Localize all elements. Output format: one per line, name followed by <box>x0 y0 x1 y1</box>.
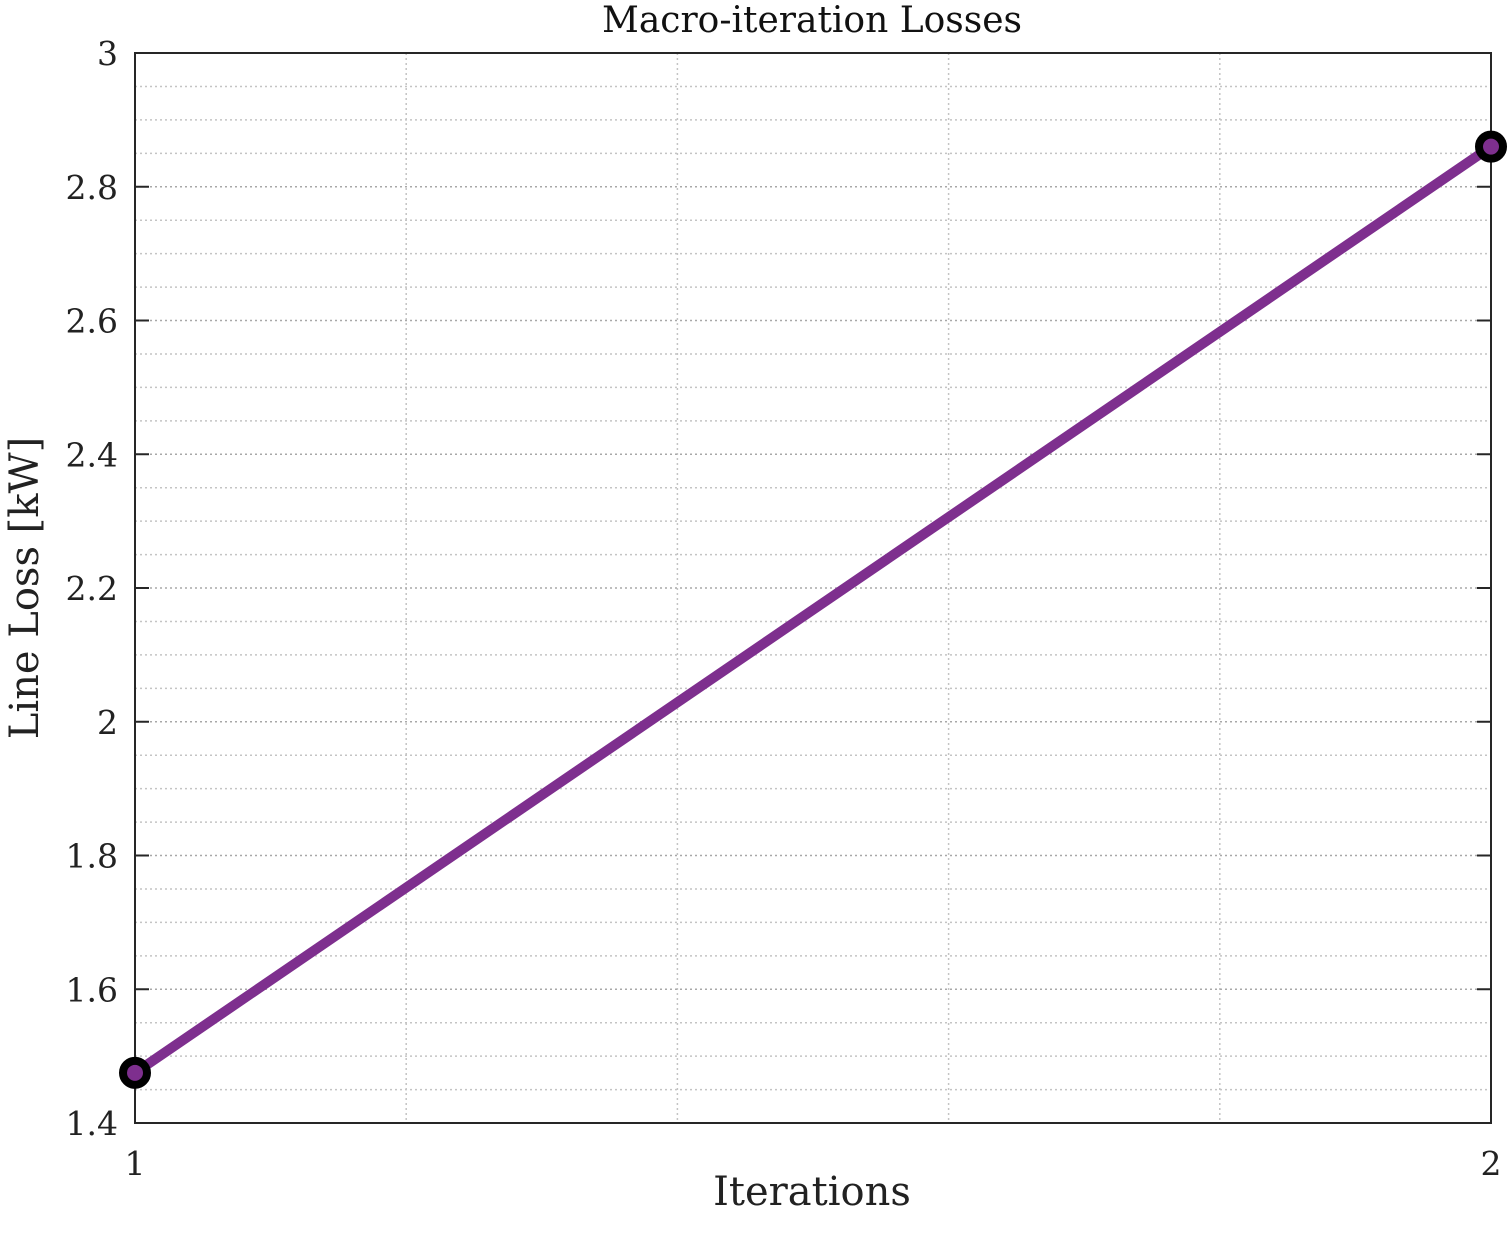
data-point-marker <box>119 1056 151 1089</box>
plot-frame <box>134 52 1492 1124</box>
data-point-marker <box>1475 130 1507 163</box>
y-tick-label: 2.4 <box>66 435 118 474</box>
y-tick-label: 2.2 <box>66 569 118 608</box>
y-tick-label: 2 <box>97 703 118 742</box>
grid <box>135 53 1491 1123</box>
y-tick-label: 2.6 <box>66 302 118 341</box>
chart-title: Macro-iteration Losses <box>602 0 1022 41</box>
y-tick-label: 1.6 <box>66 970 118 1009</box>
y-tick-label: 3 <box>97 34 118 73</box>
y-tick-label: 1.4 <box>66 1104 118 1143</box>
axis-ticks: 1.4 1.6 1.8 2 2.2 2.4 2.6 2.8 3 1 2 <box>66 34 1502 1183</box>
x-tick-label: 1 <box>125 1144 146 1183</box>
series-layer <box>119 130 1507 1089</box>
y-axis-label: Line Loss [kW] <box>2 437 48 739</box>
x-axis-label: Iterations <box>713 1169 911 1215</box>
series-line <box>130 141 1496 1078</box>
y-tick-label: 2.8 <box>66 168 118 207</box>
x-tick-label: 2 <box>1481 1144 1502 1183</box>
y-tick-label: 1.8 <box>66 837 118 876</box>
